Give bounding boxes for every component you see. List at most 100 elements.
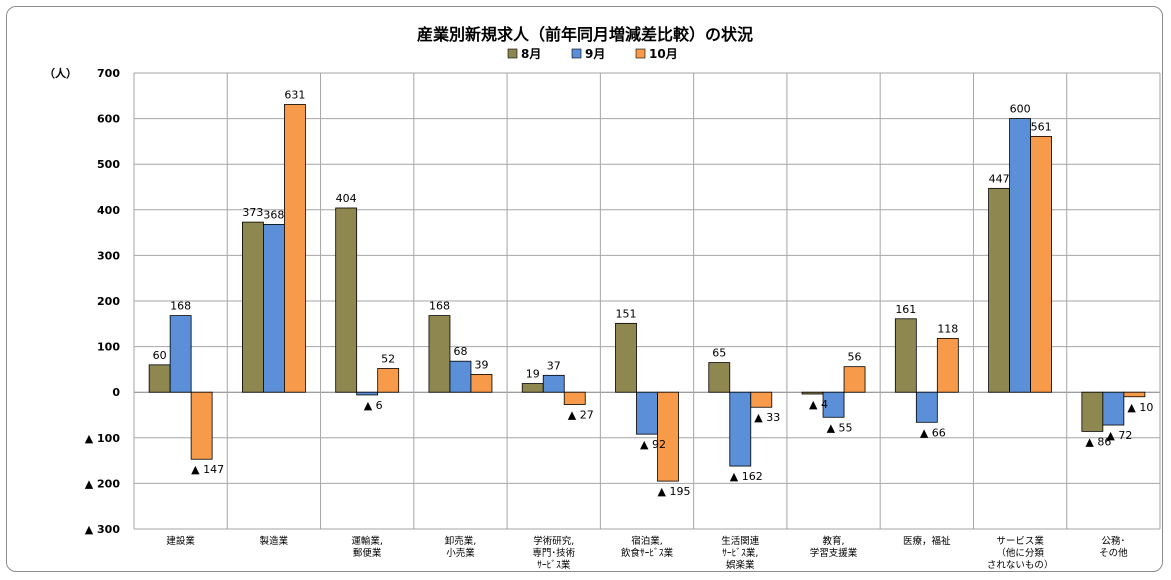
bar [988, 187, 1010, 393]
data-label: 68 [453, 345, 467, 358]
bar [1123, 391, 1146, 398]
bar [1030, 135, 1052, 393]
legend-label: 8月 [521, 47, 541, 61]
data-label: 404 [336, 192, 357, 205]
data-label: ▲ 66 [920, 426, 946, 439]
bar [190, 391, 213, 460]
data-label: ▲ 33 [754, 411, 780, 424]
data-label: 151 [616, 307, 637, 320]
bar [563, 391, 586, 405]
bar [615, 322, 637, 393]
bar [936, 337, 959, 393]
bar [657, 391, 679, 482]
bar [843, 366, 866, 393]
data-label: ▲ 6 [364, 399, 383, 412]
data-label: ▲ 92 [640, 438, 666, 451]
y-tick-label: ▲ 300 [85, 523, 121, 536]
data-label: ▲ 86 [1085, 435, 1111, 448]
y-tick-label: 100 [97, 341, 120, 354]
y-tick-label: ▲ 200 [85, 477, 121, 490]
data-label: 56 [848, 351, 862, 364]
y-tick-label: 300 [97, 249, 120, 262]
data-label: ▲ 55 [827, 421, 853, 434]
data-label: ▲ 147 [191, 463, 224, 476]
data-label: ▲ 27 [568, 409, 594, 422]
legend-swatch [635, 48, 646, 59]
data-label: 65 [712, 347, 726, 360]
chart-title: 産業別新規求人（前年同月増減差比較）の状況 [417, 25, 753, 44]
bar [708, 362, 731, 393]
category-label: 卸売業,小売業 [445, 535, 477, 559]
bar [377, 368, 400, 393]
data-label: ▲ 10 [1127, 401, 1153, 414]
category-label: サービス業（他に分類されないもの） [987, 535, 1054, 571]
bar [169, 315, 192, 393]
category-labels: 建設業 製造業 運輸業,郵便業 卸売業,小売業 学術研究,専門･技術ｻｰﾋﾞｽ業 宿泊業,… [166, 535, 1128, 571]
bar [1081, 391, 1104, 432]
data-label: 561 [1031, 120, 1052, 133]
bar [470, 374, 493, 393]
bar [284, 104, 306, 393]
bar [801, 391, 824, 395]
legend-swatch [507, 48, 518, 59]
bar [750, 391, 773, 408]
y-tick-label: 0 [112, 386, 120, 399]
bar [729, 391, 752, 467]
data-label: 631 [284, 88, 305, 101]
data-label: 373 [242, 206, 263, 219]
category-label: 運輸業,郵便業 [351, 535, 383, 559]
bar [915, 391, 938, 423]
data-label: 168 [429, 300, 450, 313]
category-label: 宿泊業,飲食ｻｰﾋﾞｽ業 [621, 535, 674, 559]
bar [1102, 391, 1125, 426]
y-tick-label: 600 [97, 113, 120, 126]
data-labels: 60 373 404 168 19 151 65 ▲ 4 161 447 ▲ 86 168 368 ▲ 6… [153, 88, 1154, 498]
bar [1009, 118, 1031, 393]
y-tick-label: 500 [97, 158, 120, 171]
bar [428, 315, 451, 393]
y-tick-label: 400 [97, 204, 120, 217]
data-label: ▲ 72 [1106, 429, 1132, 442]
data-label: 60 [153, 349, 167, 362]
bar [822, 391, 845, 418]
data-label: 37 [547, 359, 561, 372]
category-label: 生活関連ｻｰﾋﾞｽ業,娯楽業 [721, 535, 760, 571]
data-label: ▲ 195 [658, 485, 691, 498]
legend-label: 10月 [649, 47, 678, 61]
bar [242, 221, 264, 393]
data-label: ▲ 162 [730, 470, 763, 483]
y-tick-label: ▲ 100 [85, 432, 121, 445]
bar [356, 391, 379, 396]
bars [148, 104, 1146, 482]
data-label: 118 [937, 322, 958, 335]
category-label: 公務･その他 [1099, 535, 1128, 559]
bar [263, 223, 285, 393]
data-label: 19 [526, 368, 540, 381]
data-label: 52 [381, 352, 395, 365]
data-label: 368 [263, 208, 284, 221]
data-label: 168 [170, 300, 191, 313]
category-label: 建設業 [166, 535, 195, 547]
data-label: 161 [895, 303, 916, 316]
category-label: 医療，福祉 [903, 535, 951, 547]
y-axis-ticks: 700 600 500 400 300 200 100 0 ▲ 100 ▲ 200 ▲ 300 [85, 67, 121, 536]
bar [894, 318, 917, 393]
bar [449, 360, 472, 393]
data-label: 39 [474, 358, 488, 371]
bar [521, 383, 544, 393]
chart-frame [6, 6, 1163, 572]
category-label: 教育,学習支援業 [810, 535, 858, 559]
legend-swatch [571, 48, 582, 59]
y-tick-label: 200 [97, 295, 120, 308]
bar [335, 207, 358, 393]
data-label: ▲ 4 [809, 398, 828, 411]
y-tick-label: 700 [97, 67, 120, 80]
category-label: 製造業 [260, 535, 289, 547]
bar [636, 391, 658, 435]
y-axis-unit: （人） [44, 66, 77, 80]
legend-label: 9月 [585, 47, 605, 61]
data-label: 447 [989, 172, 1010, 185]
legend: 8月 9月 10月 [507, 47, 678, 61]
data-label: 600 [1010, 103, 1031, 116]
